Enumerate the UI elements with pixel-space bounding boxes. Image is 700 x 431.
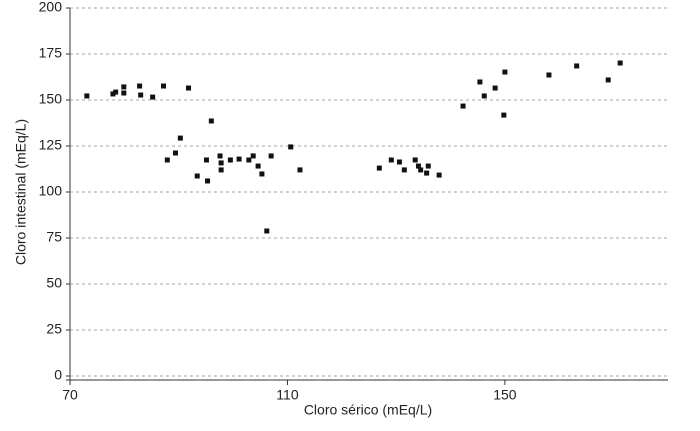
point [150,94,156,100]
point [388,157,394,163]
y-tick-label: 75 [46,229,62,245]
point [574,63,580,69]
point [436,172,442,178]
point [412,157,418,163]
y-tick-label: 150 [39,91,63,107]
point [546,72,552,78]
point [246,157,252,163]
y-tick-label: 100 [39,183,63,199]
point [376,165,382,171]
point [138,92,144,98]
point [492,85,498,91]
point [217,153,223,159]
point [460,103,466,109]
point [477,79,483,85]
point [415,163,421,169]
point [264,228,270,234]
point [255,163,261,169]
y-tick-label: 175 [39,45,63,61]
point [250,153,256,159]
point [121,90,127,96]
point [121,84,127,90]
point [605,77,611,83]
point [481,93,487,99]
point [177,135,183,141]
point [502,69,508,75]
point [424,170,430,176]
x-axis-title: Cloro sérico (mEq/L) [304,402,432,418]
point [218,160,224,166]
point [288,144,294,150]
point [401,167,407,173]
point [236,156,242,162]
point [617,60,623,66]
point [425,163,431,169]
point [418,167,424,173]
point [84,93,90,99]
point [110,91,116,97]
y-tick-label: 0 [54,367,62,383]
point [203,157,209,163]
point [172,150,178,156]
y-tick-label: 200 [39,0,63,15]
point [208,118,214,124]
point [137,83,143,89]
x-tick-label: 70 [62,387,78,403]
point [259,171,265,177]
point [205,178,211,184]
point [186,85,192,91]
y-axis-title: Cloro intestinal (mEq/L) [13,119,29,265]
point [218,167,224,173]
point [297,167,303,173]
point [501,112,507,118]
x-tick-label: 110 [276,387,299,403]
x-tick-label: 150 [493,387,517,403]
point [161,83,167,89]
y-tick-label: 125 [39,137,63,153]
point [164,157,170,163]
point [227,157,233,163]
point [396,159,402,165]
point [268,153,274,159]
point [194,173,200,179]
y-tick-label: 25 [46,321,62,337]
y-tick-label: 50 [46,275,62,291]
point [113,89,119,95]
